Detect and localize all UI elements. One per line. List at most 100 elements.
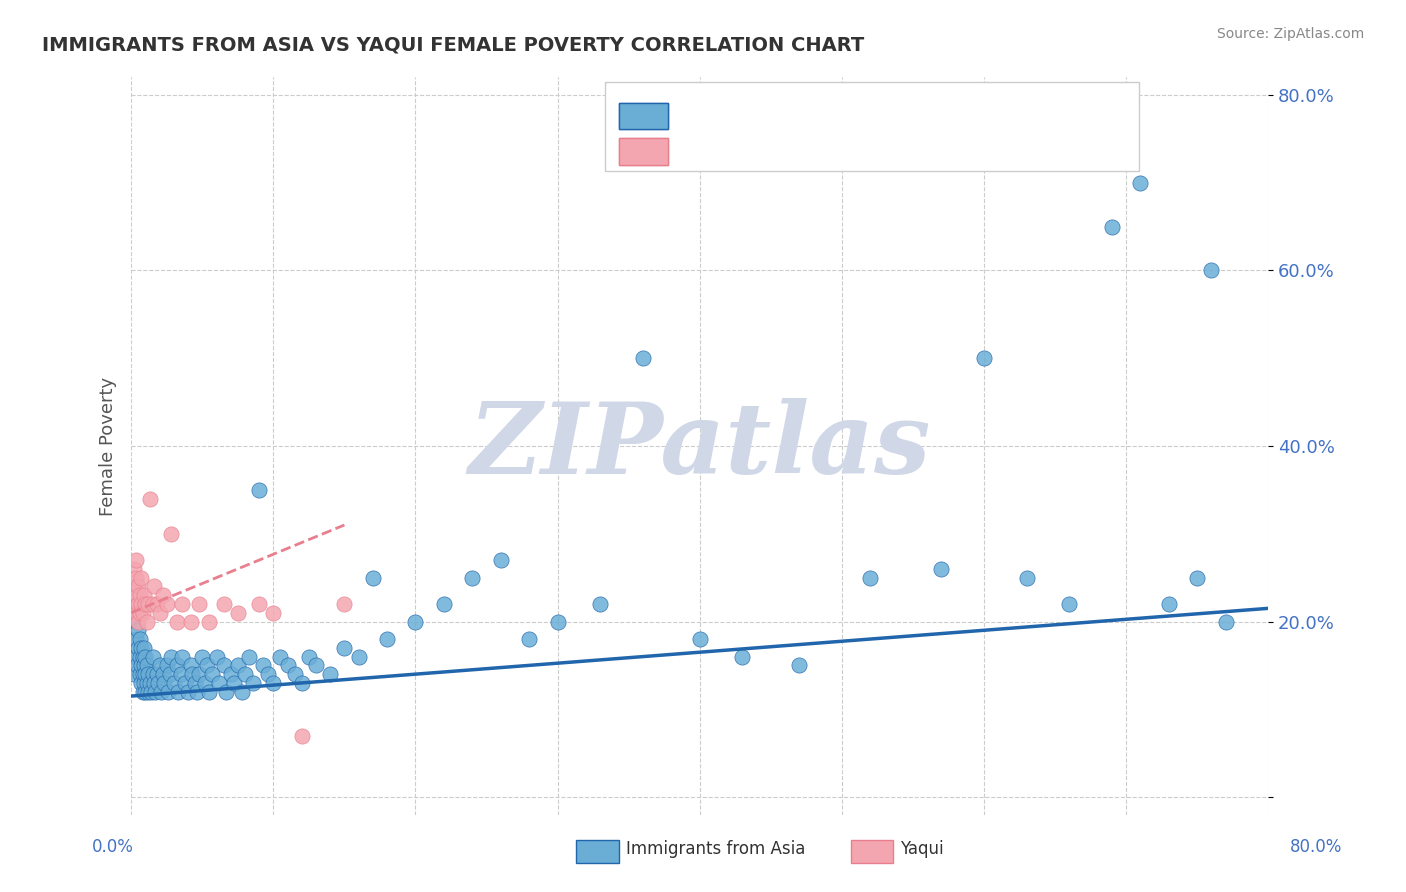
Y-axis label: Female Poverty: Female Poverty [100,376,117,516]
Point [347,649,370,664]
Point [127,606,149,620]
Point [127,597,149,611]
Point [284,667,307,681]
Point [489,553,512,567]
Text: 108: 108 [907,105,945,123]
Point [136,597,159,611]
Point [132,640,155,655]
Point [167,684,190,698]
Point [132,676,155,690]
Point [131,606,153,620]
Point [631,351,654,366]
Point [231,684,253,698]
Point [256,667,278,681]
Point [146,667,169,681]
Point [247,597,270,611]
Point [142,649,165,664]
Point [333,640,356,655]
Point [128,588,150,602]
Point [1129,176,1152,190]
Point [172,649,194,664]
Point [124,597,146,611]
Point [180,658,202,673]
Point [135,676,157,690]
Point [305,658,328,673]
Point [177,684,200,698]
Point [124,649,146,664]
Point [787,658,810,673]
Point [131,684,153,698]
Point [1057,597,1080,611]
Point [128,632,150,646]
Point [226,658,249,673]
Point [128,649,150,664]
Point [160,649,183,664]
Point [159,667,181,681]
Point [149,606,172,620]
Point [163,676,186,690]
Point [166,615,188,629]
Point [180,615,202,629]
Point [129,676,152,690]
Point [242,676,264,690]
Point [145,684,167,698]
Point [291,729,314,743]
Point [134,649,156,664]
Point [405,615,427,629]
Point [205,649,228,664]
Point [238,649,260,664]
Point [517,632,540,646]
Point [208,676,231,690]
Point [127,615,149,629]
Point [148,676,170,690]
Point [212,658,235,673]
Point [222,676,245,690]
Point [122,579,145,593]
Point [143,579,166,593]
Point [170,667,193,681]
Text: Yaqui: Yaqui [900,840,943,858]
Point [277,658,299,673]
Point [219,667,242,681]
Point [125,658,148,673]
Point [252,658,274,673]
Point [124,571,146,585]
Text: Source: ZipAtlas.com: Source: ZipAtlas.com [1216,27,1364,41]
Text: 39: 39 [907,141,938,159]
Point [1101,219,1123,234]
Point [291,676,314,690]
Point [198,615,221,629]
Point [973,351,995,366]
Point [134,667,156,681]
Point [132,588,155,602]
Point [269,649,291,664]
Point [298,649,321,664]
Point [689,632,711,646]
Point [181,667,204,681]
Point [152,667,174,681]
Point [1157,597,1180,611]
Point [122,667,145,681]
Text: IMMIGRANTS FROM ASIA VS YAQUI FEMALE POVERTY CORRELATION CHART: IMMIGRANTS FROM ASIA VS YAQUI FEMALE POV… [42,36,865,54]
Point [128,667,150,681]
Point [139,684,162,698]
Text: 0.166: 0.166 [738,141,794,159]
Point [547,615,569,629]
Point [188,667,211,681]
Point [132,658,155,673]
Point [125,588,148,602]
Point [156,597,179,611]
Point [127,640,149,655]
Text: 0.0%: 0.0% [91,838,134,856]
Point [149,658,172,673]
Point [138,491,160,506]
Point [262,676,284,690]
Point [129,658,152,673]
Point [1215,615,1237,629]
Point [1185,571,1208,585]
Text: R =: R = [682,141,721,159]
Point [134,684,156,698]
Point [191,649,214,664]
Point [150,684,173,698]
Point [188,597,211,611]
